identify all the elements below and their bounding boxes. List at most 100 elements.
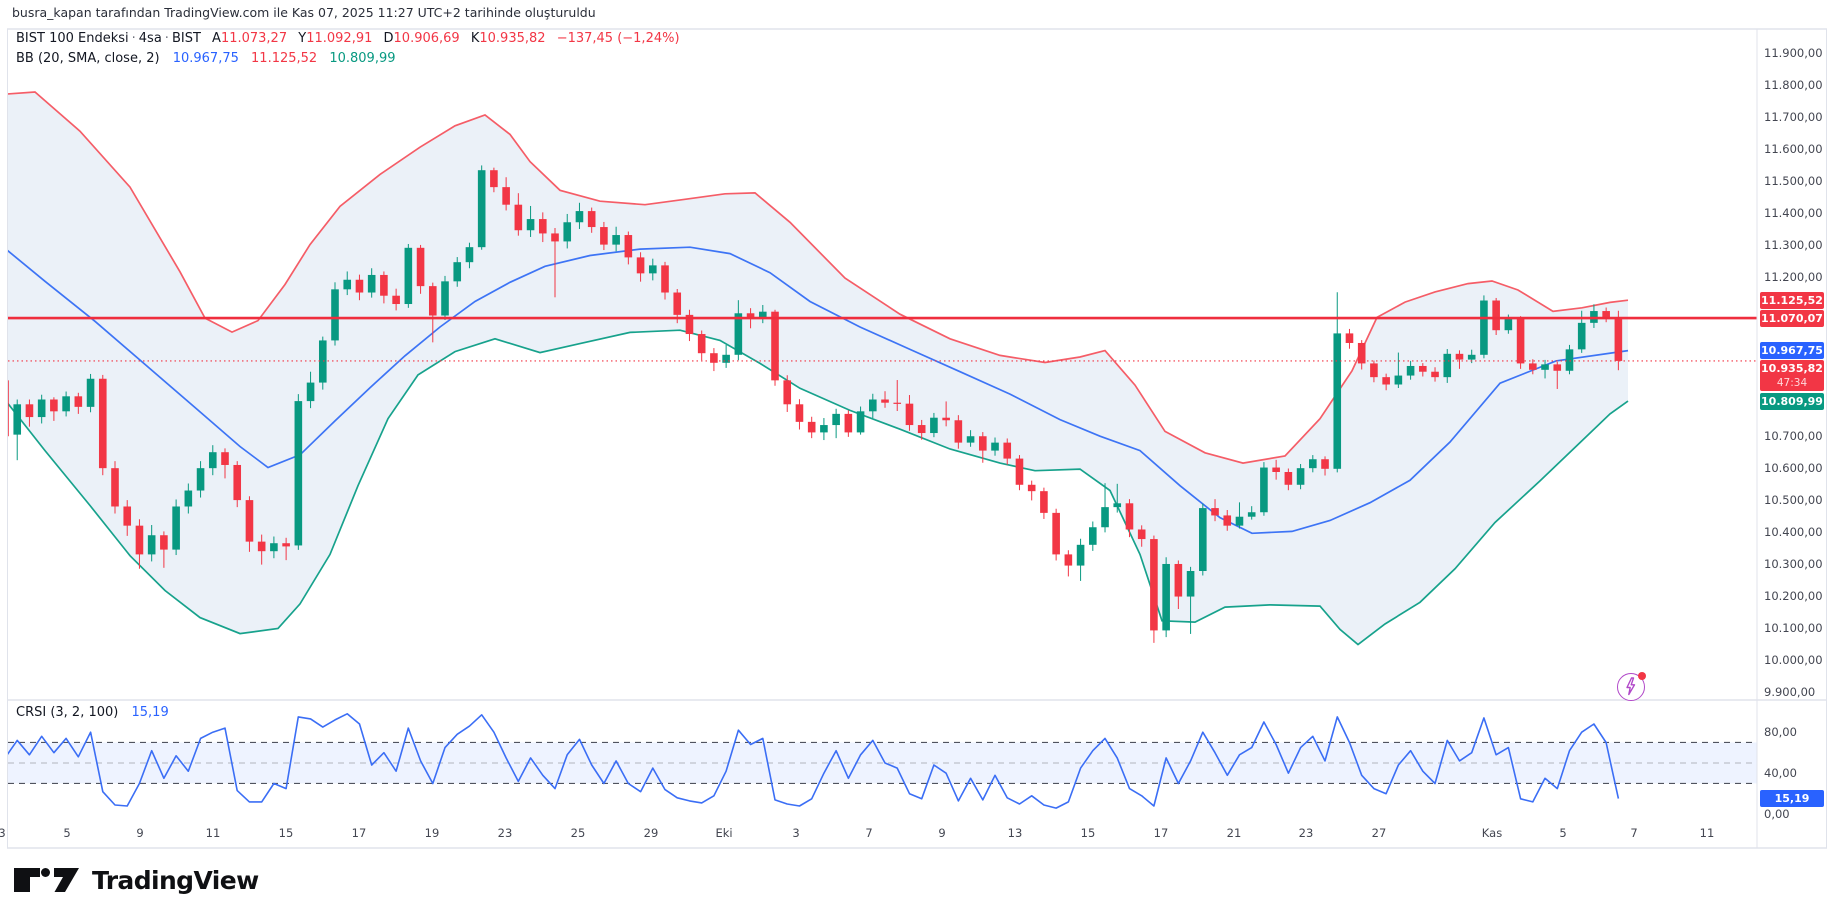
price-pane[interactable]	[0, 91, 1629, 646]
candle-body[interactable]	[1113, 503, 1122, 508]
candle-body[interactable]	[746, 313, 755, 319]
candle-body[interactable]	[1321, 459, 1329, 469]
candle-body[interactable]	[380, 274, 388, 296]
candle-body[interactable]	[147, 535, 156, 555]
candle-body[interactable]	[1455, 353, 1464, 360]
candle-body[interactable]	[991, 442, 999, 451]
candle-body[interactable]	[1467, 354, 1476, 360]
candle-body[interactable]	[807, 421, 816, 433]
candle-body[interactable]	[1027, 484, 1036, 492]
candle-body[interactable]	[1492, 300, 1500, 331]
candle-body[interactable]	[1357, 342, 1366, 364]
candle-body[interactable]	[62, 396, 70, 412]
candle-body[interactable]	[954, 420, 963, 443]
candle-body[interactable]	[1529, 363, 1537, 370]
candle-body[interactable]	[1382, 377, 1390, 385]
candle-body[interactable]	[257, 541, 266, 552]
candle-body[interactable]	[587, 211, 596, 228]
candle-body[interactable]	[832, 413, 840, 426]
candle-body[interactable]	[1614, 317, 1623, 361]
candle-body[interactable]	[1553, 364, 1562, 371]
candle-body[interactable]	[820, 425, 828, 433]
candle-body[interactable]	[441, 281, 449, 316]
candle-body[interactable]	[355, 279, 364, 293]
candle-body[interactable]	[1577, 322, 1586, 350]
candle-body[interactable]	[966, 436, 975, 443]
candle-body[interactable]	[172, 506, 180, 550]
candle-body[interactable]	[905, 403, 914, 426]
candle-body[interactable]	[25, 404, 34, 418]
candle-body[interactable]	[98, 378, 107, 469]
candle-body[interactable]	[893, 402, 902, 404]
candle-body[interactable]	[13, 404, 22, 435]
symbol-interval[interactable]: 4sa	[138, 31, 162, 46]
candle-body[interactable]	[538, 219, 547, 234]
candle-body[interactable]	[856, 411, 865, 433]
candle-body[interactable]	[600, 227, 608, 245]
candle-body[interactable]	[661, 265, 669, 293]
candle-body[interactable]	[184, 490, 193, 507]
candle-body[interactable]	[575, 211, 584, 223]
candle-body[interactable]	[123, 506, 132, 526]
candle-body[interactable]	[1052, 512, 1060, 555]
candle-body[interactable]	[1076, 544, 1085, 566]
tradingview-logo[interactable]: TradingView	[14, 866, 259, 895]
candle-body[interactable]	[74, 396, 83, 407]
candle-body[interactable]	[282, 543, 290, 547]
candle-body[interactable]	[881, 399, 889, 403]
symbol-title[interactable]: BIST 100 Endeksi	[16, 31, 129, 46]
candle-body[interactable]	[1064, 554, 1073, 566]
candle-body[interactable]	[648, 265, 657, 274]
candle-body[interactable]	[1309, 459, 1317, 469]
candle-body[interactable]	[367, 274, 376, 293]
candle-body[interactable]	[734, 313, 743, 355]
candle-body[interactable]	[1089, 527, 1097, 545]
candle-body[interactable]	[917, 425, 926, 434]
candle-body[interactable]	[50, 399, 58, 412]
candle-body[interactable]	[208, 452, 217, 469]
candle-body[interactable]	[1443, 353, 1452, 378]
candle-body[interactable]	[37, 399, 46, 418]
candle-body[interactable]	[233, 464, 242, 501]
candle-body[interactable]	[428, 286, 437, 316]
candle-body[interactable]	[771, 311, 779, 381]
candle-body[interactable]	[1101, 507, 1109, 528]
bb-indicator-legend[interactable]: BB (20, SMA, close, 2) 10.967,75 11.125,…	[16, 51, 396, 66]
candle-body[interactable]	[758, 311, 767, 319]
candle-body[interactable]	[111, 468, 119, 507]
candle-body[interactable]	[979, 436, 987, 451]
candle-body[interactable]	[868, 399, 877, 412]
candle-body[interactable]	[1223, 515, 1232, 526]
candle-body[interactable]	[392, 295, 400, 305]
candle-body[interactable]	[1419, 365, 1427, 372]
candle-body[interactable]	[1162, 563, 1170, 631]
candle-body[interactable]	[306, 382, 315, 402]
quick-alert-button[interactable]	[1617, 672, 1646, 701]
candle-body[interactable]	[697, 334, 706, 354]
candle-body[interactable]	[1296, 468, 1305, 485]
candle-body[interactable]	[526, 219, 535, 231]
candle-body[interactable]	[1235, 516, 1244, 526]
candle-body[interactable]	[624, 235, 633, 258]
crsi-pane[interactable]	[5, 713, 1757, 809]
candle-body[interactable]	[1186, 571, 1195, 597]
candle-body[interactable]	[331, 289, 339, 341]
candle-body[interactable]	[1516, 318, 1525, 364]
candle-body[interactable]	[551, 233, 559, 242]
candle-body[interactable]	[490, 170, 498, 188]
candle-body[interactable]	[844, 413, 853, 433]
candle-body[interactable]	[416, 247, 425, 287]
candle-body[interactable]	[685, 314, 694, 335]
candle-body[interactable]	[1199, 508, 1207, 572]
candle-body[interactable]	[1431, 371, 1439, 378]
candle-body[interactable]	[502, 187, 510, 205]
candle-body[interactable]	[1150, 539, 1158, 631]
candle-body[interactable]	[514, 204, 523, 231]
candle-body[interactable]	[477, 170, 486, 248]
crsi-name[interactable]: CRSI (3, 2, 100)	[16, 705, 119, 720]
candle-body[interactable]	[404, 247, 413, 305]
candle-body[interactable]	[1284, 472, 1293, 485]
candle-body[interactable]	[1406, 365, 1415, 376]
symbol-exchange[interactable]: BIST	[171, 31, 201, 46]
candle-body[interactable]	[1003, 442, 1012, 459]
